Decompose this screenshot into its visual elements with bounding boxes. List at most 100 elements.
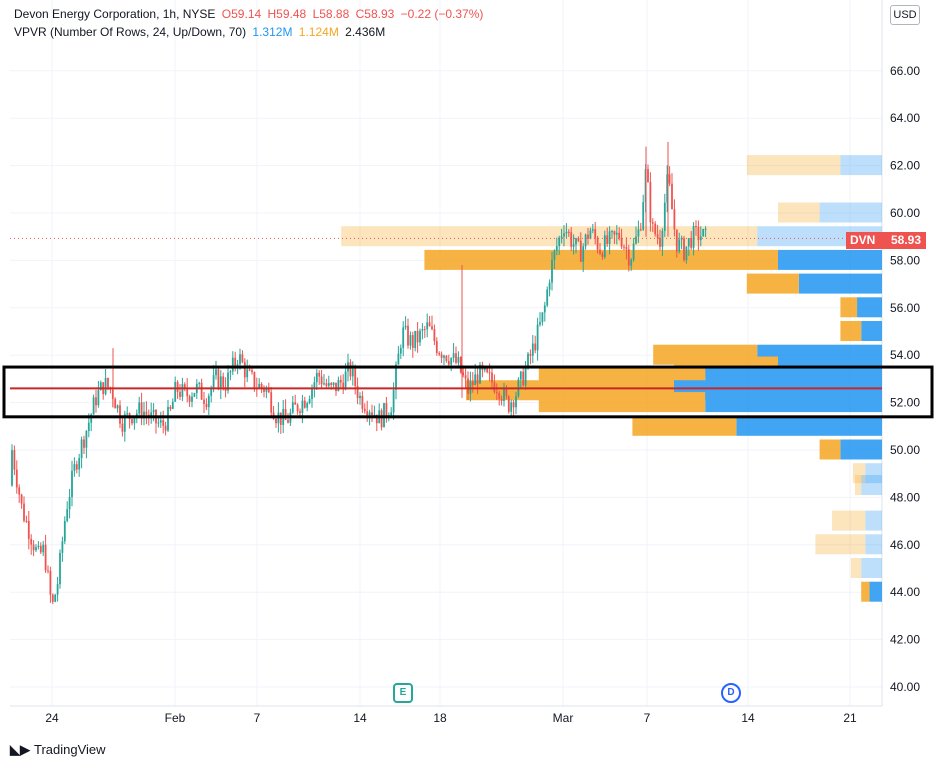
candle-body [51,594,54,602]
vpvr-down-bar [341,226,758,247]
candle-body [320,376,323,385]
candle-body [229,371,232,373]
candle-body [630,259,633,266]
candle-body [318,372,321,377]
candle-body [291,402,294,413]
candle-body [121,423,124,432]
candle-body [159,420,162,423]
candle-body [563,233,565,237]
vpvr-up-bar [861,321,882,341]
candle-body [488,372,491,374]
candle-body [371,412,373,416]
high-value: H59.48 [267,7,307,21]
candle-body [594,229,597,239]
candle-body [203,399,205,404]
candle-body [445,355,448,361]
candle-body [294,402,297,405]
candle-body [635,236,637,244]
candle-body [395,364,397,390]
candle-body [615,232,618,235]
vpvr-down-bar [852,463,866,484]
candle-body [467,378,469,394]
candle-body [349,362,352,377]
y-tick-label: 42.00 [890,633,920,647]
candle-body [123,414,126,432]
candle-body [565,231,568,234]
candle-body [577,238,580,241]
candle-body [207,395,210,408]
candle-body [27,520,30,539]
earnings-icon[interactable]: E [393,683,413,703]
candle-body [546,289,549,306]
candle-body [198,382,201,384]
candle-body [510,402,513,412]
candle-body [131,419,133,424]
candle-body [145,411,148,415]
y-tick-label: 64.00 [890,111,920,125]
candle-body [632,243,635,260]
candle-body [330,383,333,386]
candle-body [419,330,421,343]
candle-body [531,343,534,356]
currency-button[interactable]: USD [890,5,920,25]
candle-body [140,402,143,418]
candle-body [558,237,561,247]
candle-body [385,403,388,417]
candle-body [527,353,529,368]
vpvr-down-bar [632,415,737,436]
candle-body [179,391,181,397]
candle-body [239,354,241,365]
candle-body [452,353,455,359]
vpvr-down-bar [861,581,870,602]
candle-body [459,356,462,373]
candle-body [668,174,671,184]
candle-body [697,226,700,241]
y-tick-label: 54.00 [890,348,920,362]
candle-body [95,397,97,406]
candle-body [243,362,246,378]
candle-body [215,369,217,376]
candle-body [164,425,167,431]
candle-body [608,231,611,244]
vpvr-down-bar [778,202,820,223]
candle-body [407,325,409,346]
candle-body [647,169,649,183]
candle-body [83,439,85,448]
candle-body [512,402,515,408]
candle-body [471,381,474,385]
candle-body [325,383,328,386]
symbol-name: Devon Energy Corporation, 1h, NYSE [14,7,216,21]
candle-body [695,226,697,228]
candle-body [167,406,169,431]
candle-body [133,417,136,424]
candle-body [627,249,630,266]
tradingview-logo[interactable]: ◣▶ TradingView [10,742,106,758]
candle-body [421,329,424,331]
candle-body [35,547,37,551]
candle-body [572,244,575,247]
candle-body [301,400,304,414]
y-tick-label: 40.00 [890,680,920,694]
candle-body [596,238,599,250]
candle-body [654,223,657,235]
candle-body [169,406,172,409]
candle-body [152,409,155,413]
candle-body [435,341,438,354]
candle-body [505,388,508,397]
candle-body [61,541,64,553]
candle-body [656,234,659,238]
candle-body [507,396,510,412]
candle-body [104,378,107,394]
vpvr-up-bar [736,415,882,436]
dividend-icon[interactable]: D [721,683,741,703]
candle-body [702,229,705,237]
close-value: C58.93 [355,7,395,21]
candle-body [176,382,179,392]
candle-body [279,412,282,425]
candle-body [97,390,100,406]
candle-body [443,355,445,358]
candle-body [603,235,606,257]
candle-body [193,393,196,397]
candle-body [30,538,33,545]
